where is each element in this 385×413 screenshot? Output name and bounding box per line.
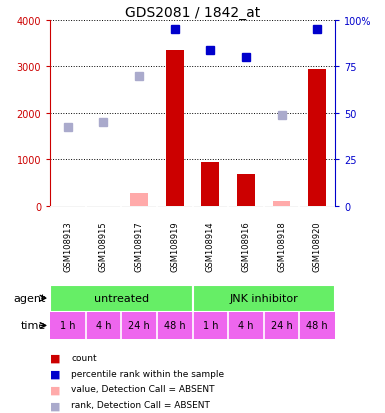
Text: 4 h: 4 h — [238, 320, 254, 331]
Bar — [237, 175, 255, 206]
Text: JNK inhibitor: JNK inhibitor — [229, 293, 298, 304]
Text: GSM108914: GSM108914 — [206, 221, 215, 271]
Text: 24 h: 24 h — [128, 320, 150, 331]
Text: GSM108915: GSM108915 — [99, 221, 108, 271]
Text: GSM108913: GSM108913 — [64, 221, 72, 271]
Bar — [273, 202, 290, 206]
Text: GSM108917: GSM108917 — [135, 221, 144, 271]
Text: ■: ■ — [50, 369, 60, 379]
Text: ■: ■ — [50, 353, 60, 363]
Text: GSM108916: GSM108916 — [241, 221, 250, 271]
Text: untreated: untreated — [94, 293, 149, 304]
Text: 4 h: 4 h — [96, 320, 111, 331]
Text: agent: agent — [14, 293, 46, 304]
Text: GSM108919: GSM108919 — [170, 221, 179, 271]
Text: count: count — [71, 353, 97, 362]
Text: 1 h: 1 h — [60, 320, 75, 331]
Text: 1 h: 1 h — [203, 320, 218, 331]
Text: GSM108918: GSM108918 — [277, 221, 286, 271]
Text: ■: ■ — [50, 400, 60, 410]
Text: rank, Detection Call = ABSENT: rank, Detection Call = ABSENT — [71, 400, 210, 409]
Bar — [166, 51, 184, 206]
Bar — [192, 285, 335, 312]
Text: 24 h: 24 h — [271, 320, 292, 331]
Text: percentile rank within the sample: percentile rank within the sample — [71, 369, 224, 378]
Text: time: time — [21, 320, 46, 331]
Text: 48 h: 48 h — [164, 320, 186, 331]
Bar — [50, 285, 192, 312]
Text: ■: ■ — [50, 385, 60, 394]
Bar — [201, 162, 219, 206]
Title: GDS2081 / 1842_at: GDS2081 / 1842_at — [125, 6, 260, 20]
Text: GSM108920: GSM108920 — [313, 221, 321, 271]
Bar — [308, 69, 326, 206]
Bar — [130, 194, 148, 206]
Text: value, Detection Call = ABSENT: value, Detection Call = ABSENT — [71, 385, 215, 394]
Text: 48 h: 48 h — [306, 320, 328, 331]
